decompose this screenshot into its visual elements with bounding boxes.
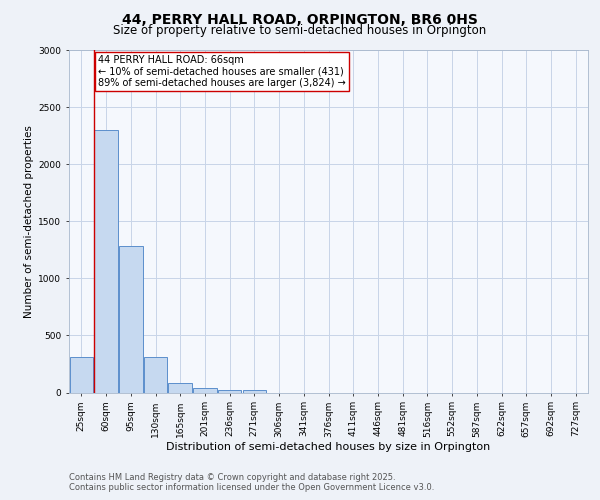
Bar [242, 390, 266, 392]
Y-axis label: Number of semi-detached properties: Number of semi-detached properties [24, 125, 34, 318]
Text: 44, PERRY HALL ROAD, ORPINGTON, BR6 0HS: 44, PERRY HALL ROAD, ORPINGTON, BR6 0HS [122, 12, 478, 26]
Text: 44 PERRY HALL ROAD: 66sqm
← 10% of semi-detached houses are smaller (431)
89% of: 44 PERRY HALL ROAD: 66sqm ← 10% of semi-… [98, 54, 346, 88]
Text: Size of property relative to semi-detached houses in Orpington: Size of property relative to semi-detach… [113, 24, 487, 37]
Bar [218, 390, 241, 392]
Bar [144, 357, 167, 392]
Bar [70, 357, 93, 392]
Text: Contains HM Land Registry data © Crown copyright and database right 2025.: Contains HM Land Registry data © Crown c… [69, 472, 395, 482]
Bar [94, 130, 118, 392]
Bar [193, 388, 217, 392]
Bar [119, 246, 143, 392]
Text: Contains public sector information licensed under the Open Government Licence v3: Contains public sector information licen… [69, 484, 434, 492]
Bar [169, 384, 192, 392]
X-axis label: Distribution of semi-detached houses by size in Orpington: Distribution of semi-detached houses by … [166, 442, 491, 452]
